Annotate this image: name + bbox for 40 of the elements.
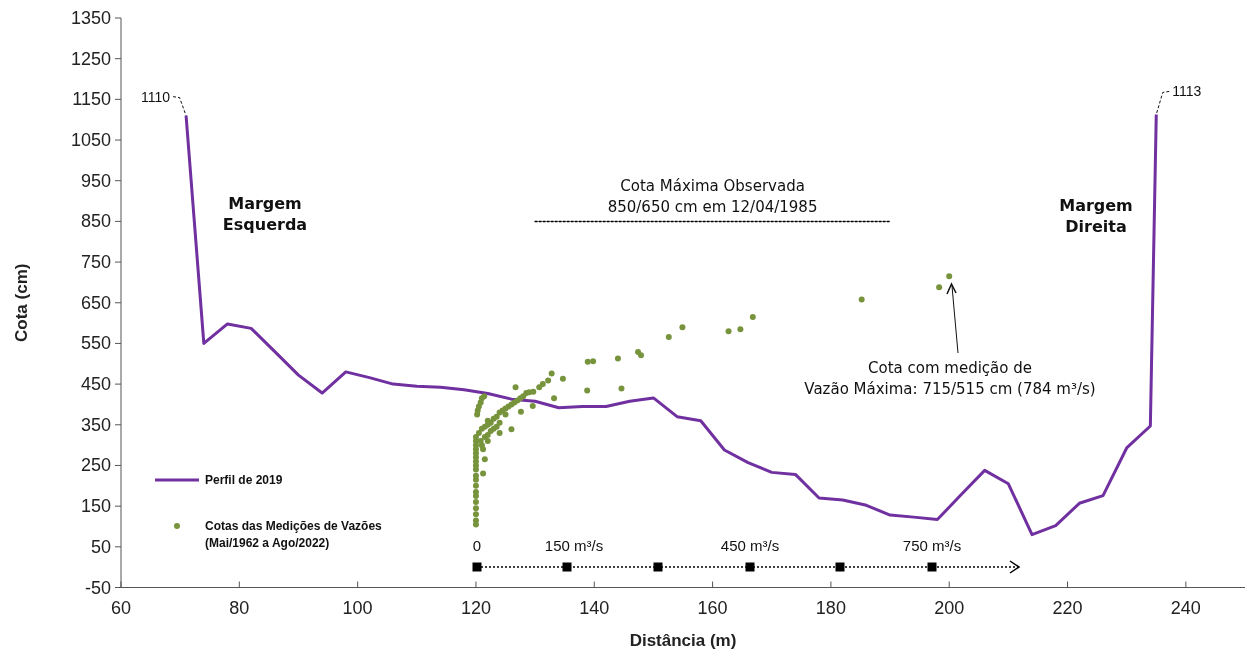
y-tick-label: -50 xyxy=(84,577,111,598)
y-tick-label: 550 xyxy=(80,333,111,354)
y-tick-label: 50 xyxy=(90,536,111,557)
annotation: 1110 xyxy=(141,88,171,105)
y-tick-label: 1350 xyxy=(70,8,111,28)
x-tick-label: 180 xyxy=(815,597,846,618)
y-tick-label: 150 xyxy=(80,496,111,517)
y-tick-label: 350 xyxy=(80,414,111,435)
x-tick-label: 240 xyxy=(1170,597,1201,618)
annotation: Margem Esquerda xyxy=(222,194,308,234)
annotation: 150 m³/s xyxy=(544,537,604,554)
annotation: Cota com medição de Vazão Máxima: 715/515 cm (784 m³/s) xyxy=(804,359,1096,398)
x-tick-label: 120 xyxy=(460,597,491,618)
legend-label: Perfil de 2019 xyxy=(205,473,283,487)
x-tick-label: 200 xyxy=(934,597,965,618)
y-tick-label: 1250 xyxy=(70,48,111,69)
y-tick-label: 750 xyxy=(80,252,111,273)
y-tick-label: 1150 xyxy=(72,89,111,110)
x-tick-label: 80 xyxy=(229,597,250,618)
y-tick-label: 250 xyxy=(80,455,111,476)
annotation: Cota Máxima Observada 850/650 cm em 12/04/1985 xyxy=(607,177,818,217)
x-tick-label: 220 xyxy=(1052,597,1083,618)
annotation: 450 m³/s xyxy=(720,537,780,554)
y-tick-label: 650 xyxy=(80,292,111,313)
x-tick-label: 160 xyxy=(697,597,728,618)
y-tick-label: 450 xyxy=(80,374,111,395)
y-tick-label: 1050 xyxy=(70,130,111,151)
x-axis-title: Distância (m) xyxy=(629,631,737,650)
line-series xyxy=(184,112,1158,537)
annotation: 0 xyxy=(472,537,482,554)
annotation: 750 m³/s xyxy=(902,537,962,554)
annotation: Margem Direita xyxy=(1059,196,1133,236)
x-tick-label: 100 xyxy=(342,597,373,618)
x-tick-label: 140 xyxy=(579,597,610,618)
y-tick-label: 850 xyxy=(80,211,111,232)
y-tick-label: 950 xyxy=(80,170,111,191)
x-tick-label: 60 xyxy=(110,597,132,618)
y-axis-title: Cota (cm) xyxy=(12,263,31,342)
legend-label: Cotas das Medições de Vazões (Mai/1962 a Ago/2022) xyxy=(205,519,383,550)
annotation: 1113 xyxy=(1172,83,1202,100)
